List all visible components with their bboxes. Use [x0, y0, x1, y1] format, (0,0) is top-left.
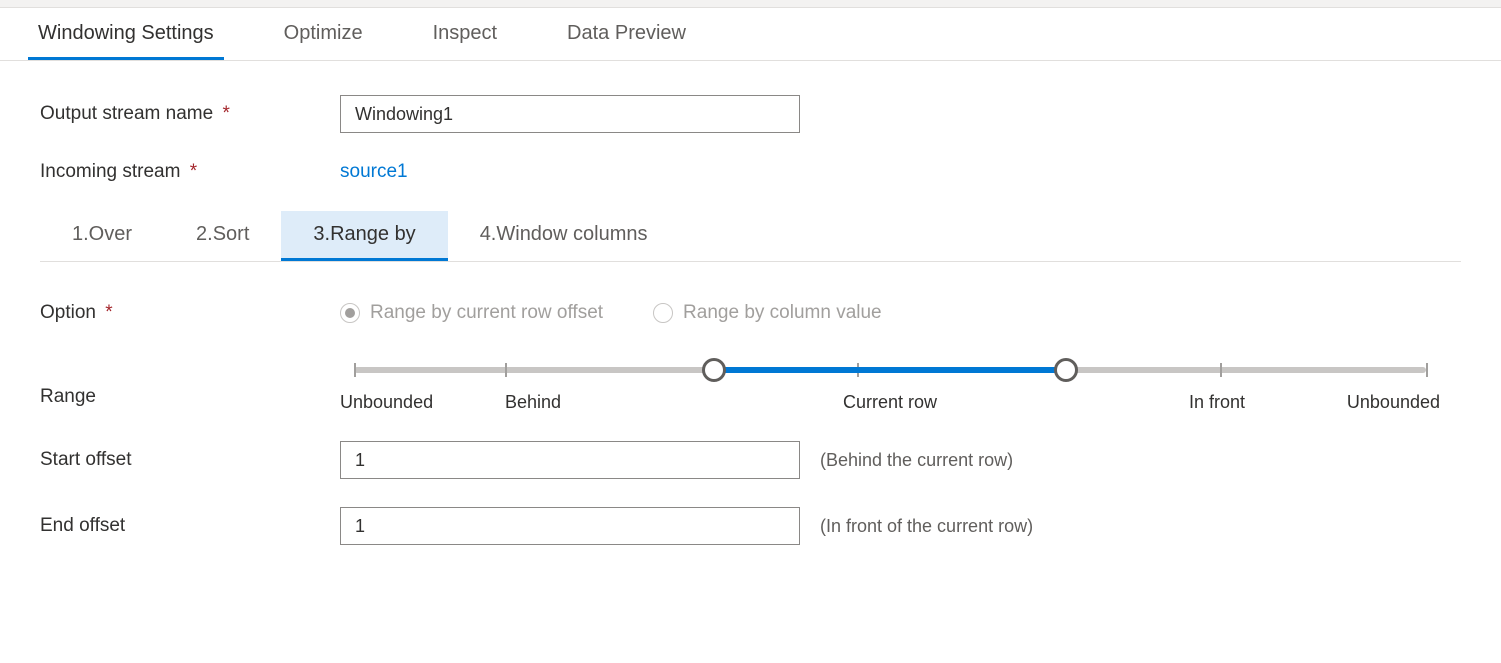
slider-tick-3 [1220, 363, 1222, 377]
end-offset-row: End offset (In front of the current row) [40, 507, 1461, 545]
slider-label-unbounded-right: Unbounded [1347, 392, 1440, 413]
output-stream-label: Output stream name * [40, 103, 340, 125]
radio-label-column: Range by column value [683, 302, 882, 324]
range-label: Range [40, 352, 340, 408]
sub-tab-over[interactable]: 1.Over [40, 211, 164, 261]
slider-track-wrap [340, 358, 1440, 382]
top-bar [0, 0, 1501, 8]
slider-label-behind: Behind [505, 392, 561, 413]
radio-range-by-column[interactable]: Range by column value [653, 302, 882, 324]
slider-label-current-row: Current row [843, 392, 937, 413]
tab-windowing-settings[interactable]: Windowing Settings [28, 8, 224, 60]
option-label-text: Option [40, 302, 96, 323]
slider-handle-end[interactable] [1054, 358, 1078, 382]
start-offset-label: Start offset [40, 449, 340, 471]
start-offset-row: Start offset (Behind the current row) [40, 441, 1461, 479]
required-icon: * [105, 302, 112, 323]
output-stream-input[interactable] [340, 95, 800, 133]
start-offset-input[interactable] [340, 441, 800, 479]
slider-tick-1 [505, 363, 507, 377]
tab-data-preview[interactable]: Data Preview [557, 8, 696, 60]
incoming-stream-link[interactable]: source1 [340, 161, 408, 183]
output-stream-label-text: Output stream name [40, 103, 213, 124]
slider-label-unbounded-left: Unbounded [340, 392, 433, 413]
sub-tabs: 1.Over 2.Sort 3.Range by 4.Window column… [40, 211, 1461, 262]
sub-tab-sort[interactable]: 2.Sort [164, 211, 281, 261]
output-stream-row: Output stream name * [40, 95, 1461, 133]
slider-tick-0 [354, 363, 356, 377]
required-icon: * [222, 103, 229, 124]
slider-labels: Unbounded Behind Current row In front Un… [340, 392, 1440, 413]
option-radio-group: Range by current row offset Range by col… [340, 302, 882, 324]
option-label: Option * [40, 302, 340, 324]
slider-handle-start[interactable] [702, 358, 726, 382]
slider-tick-4 [1426, 363, 1428, 377]
incoming-stream-row: Incoming stream * source1 [40, 161, 1461, 183]
sub-tab-range-by[interactable]: 3.Range by [281, 211, 447, 261]
tab-optimize[interactable]: Optimize [274, 8, 373, 60]
end-offset-label: End offset [40, 515, 340, 537]
radio-label-offset: Range by current row offset [370, 302, 603, 324]
required-icon: * [190, 161, 197, 182]
range-row: Range Unbounded Behind Current row In fr… [40, 352, 1461, 413]
start-offset-hint: (Behind the current row) [820, 450, 1013, 471]
slider-fill [714, 367, 1066, 373]
content-panel: Output stream name * Incoming stream * s… [0, 61, 1501, 607]
incoming-stream-label: Incoming stream * [40, 161, 340, 183]
tab-inspect[interactable]: Inspect [423, 8, 507, 60]
radio-icon [340, 303, 360, 323]
main-tabs: Windowing Settings Optimize Inspect Data… [0, 8, 1501, 61]
sub-tab-window-columns[interactable]: 4.Window columns [448, 211, 680, 261]
end-offset-hint: (In front of the current row) [820, 516, 1033, 537]
incoming-stream-label-text: Incoming stream [40, 161, 180, 182]
radio-icon [653, 303, 673, 323]
slider-label-in-front: In front [1189, 392, 1245, 413]
range-slider[interactable]: Unbounded Behind Current row In front Un… [340, 352, 1440, 413]
option-row: Option * Range by current row offset Ran… [40, 302, 1461, 324]
radio-range-by-offset[interactable]: Range by current row offset [340, 302, 603, 324]
end-offset-input[interactable] [340, 507, 800, 545]
